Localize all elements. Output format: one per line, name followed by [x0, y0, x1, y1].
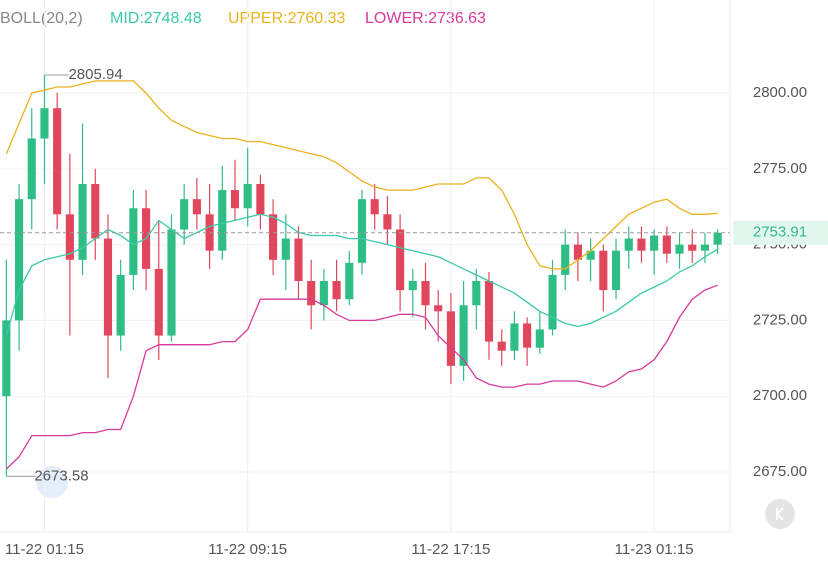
- last-price-tag: [733, 220, 828, 245]
- min-label: 2673.58: [34, 467, 88, 484]
- candle-body: [497, 341, 506, 351]
- candle-body: [319, 281, 328, 306]
- scroll-button[interactable]: [765, 499, 795, 529]
- candle-body: [408, 281, 417, 291]
- candle-body: [154, 268, 163, 336]
- candle-body: [294, 238, 303, 282]
- candle-body: [535, 329, 544, 348]
- candle-body: [446, 311, 455, 366]
- candle-body: [129, 208, 138, 275]
- lower-label: LOWER:2736.63: [365, 10, 486, 27]
- band-line: [5, 213, 718, 336]
- x-tick-label: 11-23 01:15: [615, 541, 694, 558]
- candle-body: [91, 184, 100, 239]
- candle-body: [700, 244, 710, 251]
- y-tick-label: 2700.00: [753, 387, 807, 404]
- candle-body: [586, 250, 595, 260]
- candle-body: [713, 232, 722, 245]
- candle-body: [561, 244, 570, 275]
- candle-body: [357, 199, 367, 263]
- candle-body: [472, 281, 481, 306]
- candle-body: [548, 274, 557, 330]
- candle-body: [396, 229, 405, 291]
- candle-body: [434, 305, 443, 312]
- candle-body: [307, 281, 316, 306]
- y-tick-label: 2725.00: [753, 311, 807, 328]
- candle-body: [573, 244, 582, 260]
- candle-body: [65, 214, 74, 260]
- upper-label: UPPER:2760.33: [228, 10, 346, 27]
- candle-body: [256, 184, 265, 215]
- candle-body: [243, 184, 252, 209]
- candle-body: [345, 262, 354, 300]
- last-price-label: 2753.91: [753, 224, 807, 241]
- candle-body: [688, 244, 697, 251]
- candle-body: [459, 305, 468, 366]
- max-label: 2805.94: [68, 66, 122, 83]
- band-line: [5, 80, 718, 270]
- candle-body: [332, 281, 341, 300]
- candle-body: [637, 238, 646, 251]
- candle-body: [116, 274, 125, 336]
- candle-body: [218, 190, 227, 251]
- candle-body: [383, 214, 392, 230]
- x-tick-label: 11-22 01:15: [5, 541, 84, 558]
- band-line: [5, 284, 718, 470]
- candle-body: [27, 138, 36, 200]
- indicator-name: BOLL(20,2): [0, 10, 83, 27]
- candle-body: [662, 235, 671, 254]
- y-tick-label: 2775.00: [753, 160, 807, 177]
- candle-body: [180, 199, 189, 230]
- candle-body: [205, 214, 214, 251]
- candle-body: [421, 281, 430, 306]
- candle-body: [599, 250, 608, 291]
- candle-body: [269, 214, 278, 260]
- candle-body: [370, 199, 379, 215]
- candle-body: [510, 323, 519, 351]
- mid-label: MID:2748.48: [110, 10, 202, 27]
- candle-body: [192, 199, 201, 215]
- x-tick-label: 11-22 09:15: [208, 541, 287, 558]
- candle-body: [675, 244, 684, 254]
- candle-body: [523, 323, 532, 348]
- y-tick-label: 2800.00: [753, 84, 807, 101]
- candle-body: [103, 238, 113, 336]
- candle-body: [167, 229, 176, 336]
- candle-body: [53, 108, 62, 215]
- x-tick-label: 11-22 17:15: [411, 541, 490, 558]
- candle-body: [230, 190, 240, 209]
- candle-body: [624, 238, 633, 251]
- candle-body: [78, 184, 87, 260]
- y-tick-label: 2675.00: [753, 463, 807, 480]
- candle-body: [611, 250, 621, 291]
- candle-body: [484, 281, 494, 342]
- candle-body: [14, 199, 24, 321]
- candle-body: [40, 108, 49, 139]
- candle-body: [281, 238, 290, 260]
- scroll-icon: [775, 507, 784, 521]
- candle-body: [650, 235, 659, 251]
- candle-body: [2, 320, 11, 397]
